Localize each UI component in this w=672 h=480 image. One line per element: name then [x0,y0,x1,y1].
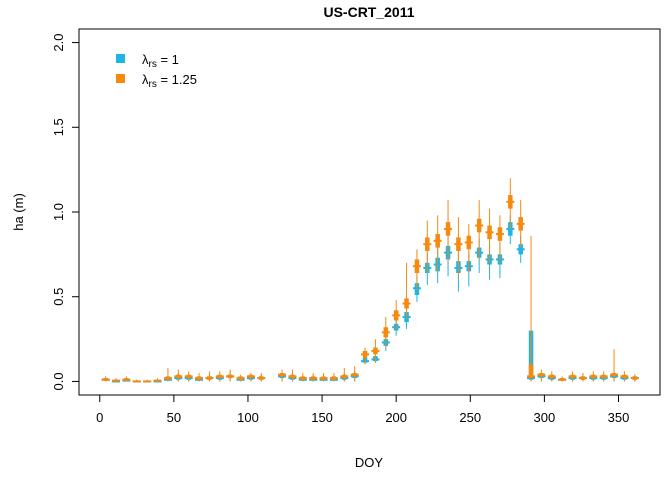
x-tick-label: 0 [96,410,103,425]
legend-label-lambda-1-25: λrs = 1.25 [142,72,197,90]
legend-label-lambda-1: λrs = 1 [142,52,179,70]
x-tick-label: 150 [311,410,333,425]
legend-symbol: λ [142,72,149,87]
y-tick-label: 2.0 [51,34,66,52]
legend-subscript: rs [149,79,157,90]
legend-swatch-lambda-1 [116,54,125,63]
x-axis-label: DOY [355,455,384,470]
chart-title: US-CRT_2011 [323,4,414,20]
legend-suffix: = 1.25 [157,72,197,87]
legend-symbol: λ [142,52,149,67]
y-tick-label: 1.5 [51,118,66,136]
x-tick-label: 100 [237,410,259,425]
legend: λrs = 1 λrs = 1.25 [116,52,197,90]
legend-suffix: = 1 [157,52,179,67]
x-tick-label: 200 [385,410,407,425]
x-tick-label: 250 [459,410,481,425]
y-tick-label: 1.0 [51,203,66,221]
legend-subscript: rs [149,59,157,70]
box [528,364,534,379]
y-tick-label: 0.5 [51,288,66,306]
y-tick-label: 0.0 [51,372,66,390]
y-axis: 0.0 0.5 1.0 1.5 2.0 [51,34,80,390]
series-1-marks [101,215,639,383]
x-tick-label: 350 [608,410,630,425]
x-tick-label: 300 [534,410,556,425]
legend-swatch-lambda-1-25 [116,74,125,83]
x-axis: 0 50 100 150 200 250 300 350 [96,394,630,425]
x-tick-label: 50 [167,410,181,425]
series-2-marks [101,178,639,383]
y-axis-label: ha (m) [11,193,26,231]
